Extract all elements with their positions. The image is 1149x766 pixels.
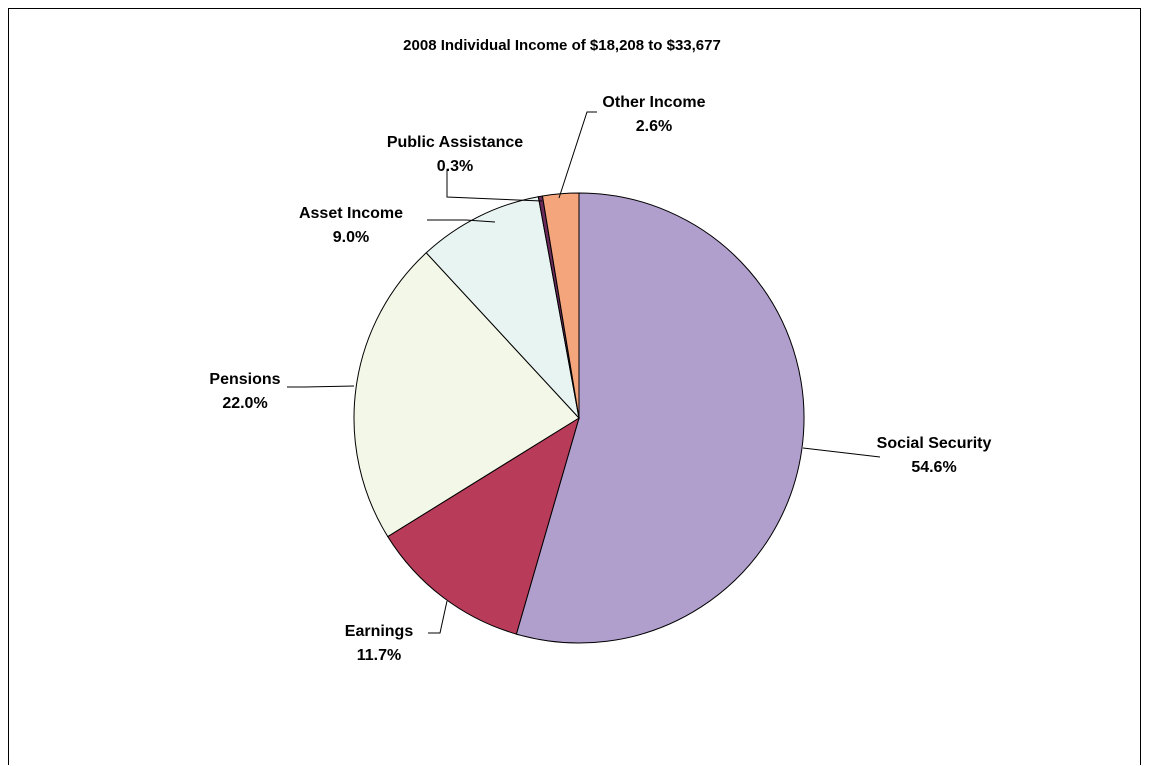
slice-value-pensions: 22.0%: [222, 395, 267, 412]
leader-line-asset-income: [427, 219, 496, 223]
pie-slices: [353, 192, 805, 644]
chart-title: 2008 Individual Income of $18,208 to $33…: [403, 37, 721, 54]
slice-value-asset-income: 9.0%: [333, 229, 369, 246]
pie-slice-earnings: [387, 416, 580, 635]
slice-label-pensions: Pensions: [209, 371, 280, 388]
leader-line-other-income: [558, 111, 597, 199]
pie-slice-social-security: [515, 192, 805, 644]
leader-lines: [287, 111, 881, 634]
slice-label-earnings: Earnings: [345, 623, 414, 640]
leader-line-pensions: [287, 385, 355, 388]
leader-line-social-security: [802, 447, 881, 458]
slice-value-earnings: 11.7%: [357, 647, 401, 664]
slice-labels: Social Security 54.6% Earnings 11.7% Pension…: [209, 94, 991, 664]
slice-label-asset-income: Asset Income: [299, 205, 403, 222]
leader-line-earnings: [428, 600, 448, 634]
slice-label-social-security: Social Security: [877, 435, 992, 452]
slice-label-other-income: Other Income: [602, 94, 705, 111]
leader-line-public-assistance: [446, 169, 543, 202]
pie-slice-asset-income: [425, 196, 580, 420]
slice-value-social-security: 54.6%: [911, 459, 956, 476]
slice-label-public-assistance: Public Assistance: [387, 134, 523, 151]
chart-frame: 2008 Individual Income of $18,208 to $33…: [8, 8, 1141, 765]
pie-slice-pensions: [353, 252, 580, 538]
pie-chart: 2008 Individual Income of $18,208 to $33…: [209, 37, 991, 664]
slice-value-other-income: 2.6%: [636, 118, 672, 135]
slice-value-public-assistance: 0.3%: [437, 158, 473, 175]
